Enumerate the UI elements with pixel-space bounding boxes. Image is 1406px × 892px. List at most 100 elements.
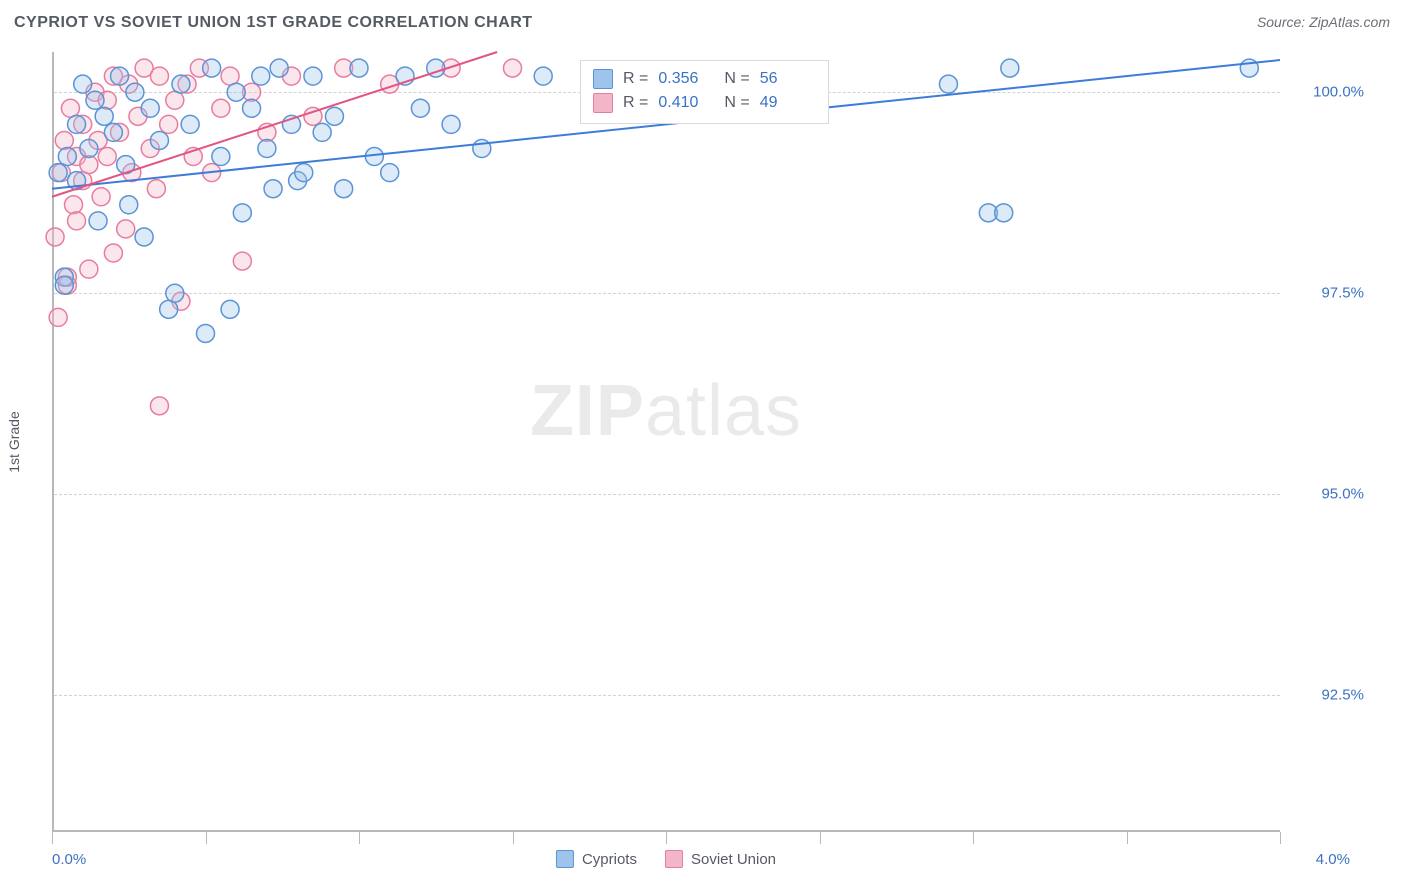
scatter-point-soviet — [49, 308, 67, 326]
scatter-point-cypriots — [160, 300, 178, 318]
x-tick — [206, 832, 207, 844]
source-attribution: Source: ZipAtlas.com — [1257, 14, 1390, 30]
scatter-point-cypriots — [270, 59, 288, 77]
scatter-point-cypriots — [995, 204, 1013, 222]
scatter-point-cypriots — [304, 67, 322, 85]
scatter-point-cypriots — [49, 164, 67, 182]
stats-r-value-soviet: 0.410 — [658, 94, 714, 112]
scatter-point-cypriots — [1001, 59, 1019, 77]
scatter-point-soviet — [160, 115, 178, 133]
scatter-point-soviet — [150, 397, 168, 415]
stats-n-label: N = — [724, 94, 749, 112]
scatter-point-cypriots — [295, 164, 313, 182]
legend-label-cypriots: Cypriots — [582, 851, 637, 868]
x-tick — [1280, 832, 1281, 844]
y-tick-label: 97.5% — [1321, 285, 1364, 302]
scatter-point-cypriots — [95, 107, 113, 125]
x-tick — [513, 832, 514, 844]
scatter-point-cypriots — [212, 148, 230, 166]
scatter-point-cypriots — [80, 139, 98, 157]
scatter-point-cypriots — [227, 83, 245, 101]
scatter-point-cypriots — [534, 67, 552, 85]
scatter-point-cypriots — [264, 180, 282, 198]
legend-swatch-soviet — [665, 850, 683, 868]
scatter-point-cypriots — [104, 123, 122, 141]
scatter-point-cypriots — [181, 115, 199, 133]
scatter-point-soviet — [504, 59, 522, 77]
scatter-point-cypriots — [203, 59, 221, 77]
legend-item-soviet: Soviet Union — [665, 850, 776, 868]
scatter-point-cypriots — [411, 99, 429, 117]
scatter-point-cypriots — [111, 67, 129, 85]
scatter-point-soviet — [221, 67, 239, 85]
y-tick-label: 100.0% — [1313, 84, 1364, 101]
x-tick — [52, 832, 53, 844]
scatter-point-cypriots — [313, 123, 331, 141]
x-axis-min-label: 0.0% — [52, 851, 86, 868]
scatter-point-soviet — [46, 228, 64, 246]
x-tick — [973, 832, 974, 844]
chart-title: CYPRIOT VS SOVIET UNION 1ST GRADE CORREL… — [14, 14, 533, 32]
scatter-point-cypriots — [252, 67, 270, 85]
scatter-point-soviet — [104, 244, 122, 262]
x-tick — [666, 832, 667, 844]
scatter-point-cypriots — [89, 212, 107, 230]
scatter-point-soviet — [64, 196, 82, 214]
stats-swatch-cypriots — [593, 69, 613, 89]
scatter-point-cypriots — [141, 99, 159, 117]
scatter-point-soviet — [80, 260, 98, 278]
scatter-point-cypriots — [120, 196, 138, 214]
legend-swatch-cypriots — [556, 850, 574, 868]
scatter-point-cypriots — [221, 300, 239, 318]
y-tick-label: 92.5% — [1321, 687, 1364, 704]
source-prefix: Source: — [1257, 14, 1309, 30]
scatter-point-soviet — [233, 252, 251, 270]
plot-area: 92.5%95.0%97.5%100.0% 1st Grade 0.0% 4.0… — [52, 52, 1280, 832]
scatter-point-cypriots — [172, 75, 190, 93]
scatter-point-soviet — [166, 91, 184, 109]
source-name: ZipAtlas.com — [1309, 14, 1390, 30]
stats-r-value-cypriots: 0.356 — [658, 70, 714, 88]
y-axis-label: 1st Grade — [6, 411, 22, 472]
stats-n-label: N = — [724, 70, 749, 88]
x-tick — [359, 832, 360, 844]
stats-row-cypriots: R = 0.356 N = 56 — [593, 67, 816, 91]
scatter-point-soviet — [147, 180, 165, 198]
scatter-point-soviet — [212, 99, 230, 117]
scatter-point-soviet — [92, 188, 110, 206]
stats-swatch-soviet — [593, 93, 613, 113]
stats-n-value-soviet: 49 — [760, 94, 816, 112]
scatter-point-soviet — [117, 220, 135, 238]
scatter-point-cypriots — [335, 180, 353, 198]
stats-row-soviet: R = 0.410 N = 49 — [593, 91, 816, 115]
scatter-point-cypriots — [135, 228, 153, 246]
scatter-point-cypriots — [55, 276, 73, 294]
chart-svg — [52, 52, 1280, 832]
scatter-point-cypriots — [258, 139, 276, 157]
y-tick-label: 95.0% — [1321, 486, 1364, 503]
scatter-point-cypriots — [150, 131, 168, 149]
scatter-point-cypriots — [442, 115, 460, 133]
scatter-point-cypriots — [58, 148, 76, 166]
stats-r-label: R = — [623, 94, 648, 112]
scatter-point-soviet — [80, 156, 98, 174]
x-tick — [1127, 832, 1128, 844]
scatter-point-cypriots — [126, 83, 144, 101]
scatter-point-cypriots — [166, 284, 184, 302]
scatter-point-soviet — [68, 212, 86, 230]
scatter-point-cypriots — [74, 75, 92, 93]
scatter-point-soviet — [55, 131, 73, 149]
legend: Cypriots Soviet Union — [556, 850, 776, 868]
scatter-point-cypriots — [86, 91, 104, 109]
stats-n-value-cypriots: 56 — [760, 70, 816, 88]
x-tick — [820, 832, 821, 844]
stats-r-label: R = — [623, 70, 648, 88]
scatter-point-cypriots — [197, 324, 215, 342]
x-axis-max-label: 4.0% — [1316, 851, 1350, 868]
scatter-point-soviet — [150, 67, 168, 85]
stats-box: R = 0.356 N = 56 R = 0.410 N = 49 — [580, 60, 829, 124]
scatter-point-cypriots — [243, 99, 261, 117]
chart-container: CYPRIOT VS SOVIET UNION 1ST GRADE CORREL… — [0, 0, 1406, 892]
scatter-point-cypriots — [325, 107, 343, 125]
legend-item-cypriots: Cypriots — [556, 850, 637, 868]
